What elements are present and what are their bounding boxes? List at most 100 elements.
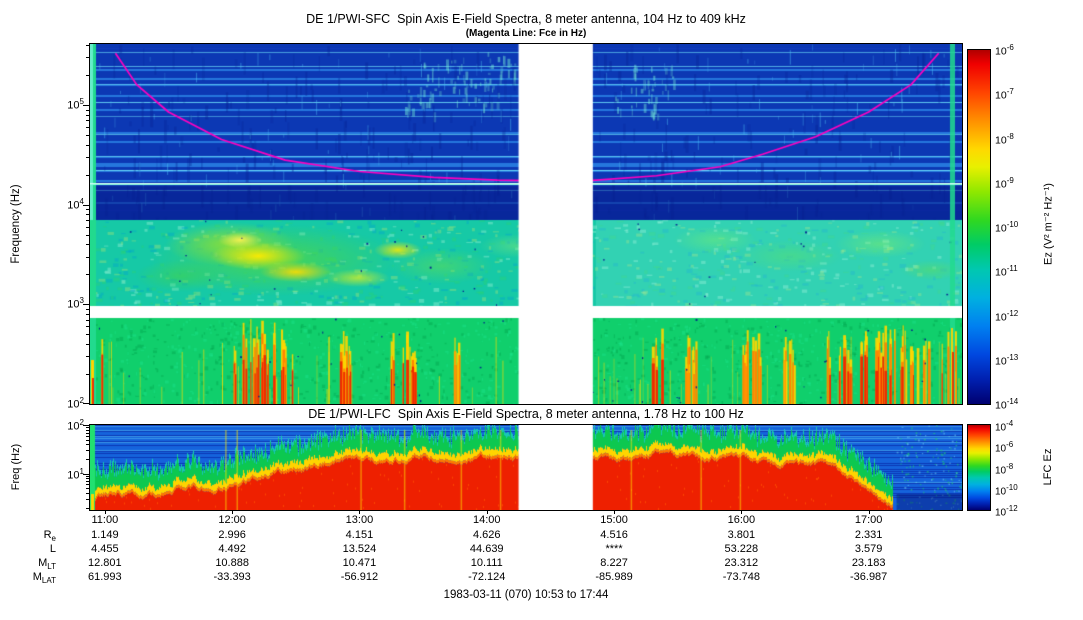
ephemeris-value: 53.228	[724, 543, 759, 555]
ephemeris-value: 2.996	[218, 529, 246, 541]
ephemeris-value: -36.987	[849, 571, 888, 583]
ephemeris-value: 4.516	[600, 529, 628, 541]
ephemeris-value: 13.524	[342, 543, 377, 555]
lfc-ytick-minor	[86, 478, 90, 480]
sfc-ytick-label: 105	[67, 96, 84, 112]
sfc-ytick-mark	[83, 304, 90, 306]
lfc-ytick-minor	[86, 435, 90, 437]
ephemeris-value: 4.626	[472, 529, 501, 541]
lfc-plot	[89, 424, 963, 511]
footer-date-range: 1983-03-11 (070) 10:53 to 17:44	[443, 589, 609, 601]
sfc-ytick-minor	[86, 226, 90, 228]
time-tick-mark	[104, 510, 106, 514]
time-tick-mark	[232, 510, 234, 514]
lfc-title: DE 1/PWI-LFC Spin Axis E-Field Spectra, …	[308, 407, 744, 421]
lfc-ytick-minor	[86, 481, 90, 483]
sfc-colorbar-tick-label: 10-7	[995, 87, 1014, 102]
lfc-ytick-minor	[86, 488, 90, 490]
sfc-ytick-minor	[86, 127, 90, 129]
time-tick-mark	[486, 510, 488, 514]
ephemeris-value: 2.331	[854, 529, 883, 541]
sfc-ytick-minor	[86, 74, 90, 76]
sfc-colorbar-tick-label: 10-12	[995, 308, 1019, 324]
sfc-title: DE 1/PWI-SFC Spin Axis E-Field Spectra, …	[306, 12, 746, 26]
sfc-ytick-minor	[86, 214, 90, 216]
sfc-plot	[89, 43, 963, 405]
sfc-ytick-minor	[86, 144, 90, 146]
sfc-ytick-minor	[86, 174, 90, 176]
time-tick-label: 14:00	[472, 514, 501, 526]
sfc-ytick-minor	[86, 244, 90, 246]
sfc-colorbar-tick-label: 10-8	[995, 131, 1014, 147]
ephemeris-value: 8.227	[600, 557, 628, 569]
sfc-ytick-minor	[86, 313, 90, 315]
ephemeris-value: 10.888	[215, 557, 249, 569]
ephemeris-value: 4.492	[218, 543, 246, 555]
lfc-ytick-minor	[86, 444, 90, 446]
sfc-ytick-minor	[86, 209, 90, 211]
lfc-ytick-minor	[86, 475, 90, 477]
lfc-ytick-minor	[86, 439, 90, 441]
sfc-ytick-minor	[86, 334, 90, 336]
ephemeris-row-label-mlat: MLAT	[32, 571, 56, 586]
sfc-ytick-minor	[86, 343, 90, 345]
ephemeris-value: ****	[605, 543, 623, 555]
sfc-colorbar-tick-label: 10-10	[995, 220, 1019, 235]
time-tick-mark	[868, 510, 870, 514]
lfc-ytick-minor	[86, 484, 90, 486]
lfc-spectrogram-canvas	[90, 425, 962, 510]
time-tick-label: 13:00	[345, 514, 374, 526]
ephemeris-value: 1.149	[91, 529, 119, 541]
sfc-colorbar	[967, 49, 991, 405]
sfc-ytick-minor	[86, 356, 90, 358]
lfc-ytick-minor	[86, 507, 90, 509]
sfc-ytick-mark	[83, 403, 90, 404]
sfc-ytick-minor	[86, 44, 90, 46]
sfc-ytick-minor	[86, 220, 90, 222]
ephemeris-value: 4.455	[91, 543, 119, 555]
sfc-spectrogram-canvas	[90, 44, 962, 404]
sfc-ytick-label: 102	[67, 396, 84, 411]
time-tick-mark	[614, 510, 616, 514]
ephemeris-row-label-mlt: MLT	[38, 557, 56, 572]
sfc-colorbar-tick-label: 10-11	[995, 264, 1018, 279]
lfc-colorbar-tick-label: 10-6	[995, 440, 1014, 455]
sfc-ytick-minor	[86, 157, 90, 159]
sfc-ytick-minor	[86, 57, 90, 59]
sfc-ytick-minor	[86, 114, 90, 116]
sfc-colorbar-tick-label: 10-9	[995, 175, 1014, 191]
sfc-colorbar-tick-label: 10-6	[995, 43, 1014, 58]
ephemeris-row-label-re: Re	[43, 529, 56, 544]
ephemeris-value: -85.989	[595, 571, 633, 583]
sfc-ytick-minor	[86, 134, 90, 136]
lfc-ytick-minor	[86, 432, 90, 434]
sfc-subtitle: (Magenta Line: Fce in Hz)	[465, 28, 587, 39]
lfc-colorbar-tick-label: 10-12	[995, 504, 1018, 519]
ephemeris-value: -73.748	[722, 571, 760, 583]
sfc-ytick-label: 103	[67, 296, 84, 311]
sfc-ytick-minor	[86, 109, 90, 111]
lfc-ytick-minor	[86, 450, 90, 452]
sfc-ytick-minor	[86, 120, 90, 122]
lfc-ytick-minor	[86, 429, 90, 431]
ephemeris-value: -33.393	[213, 571, 251, 583]
time-tick-mark	[359, 510, 361, 514]
lfc-ytick-minor	[86, 427, 90, 429]
sfc-ytick-mark	[83, 204, 90, 206]
lfc-colorbar-tick-label: 10-4	[995, 419, 1014, 434]
sfc-colorbar-tick-label: 10-13	[995, 352, 1019, 368]
lfc-ytick-minor	[86, 458, 90, 460]
sfc-ytick-minor	[86, 319, 90, 321]
lfc-ytick-label: 102	[67, 418, 84, 433]
lfc-ytick-mark	[83, 473, 90, 475]
ephemeris-value: 23.312	[724, 557, 759, 569]
time-tick-label: 17:00	[854, 514, 883, 526]
lfc-ytick-minor	[86, 498, 90, 500]
sfc-colorbar-tick-label: 10-14	[995, 397, 1019, 412]
sfc-ytick-mark	[83, 104, 90, 106]
ephemeris-value: -72.124	[468, 571, 506, 583]
time-tick-mark	[741, 510, 743, 514]
lfc-colorbar-tick-label: 10-8	[995, 461, 1014, 476]
sfc-ytick-label: 104	[67, 196, 84, 212]
ephemeris-value: 44.639	[469, 543, 504, 555]
